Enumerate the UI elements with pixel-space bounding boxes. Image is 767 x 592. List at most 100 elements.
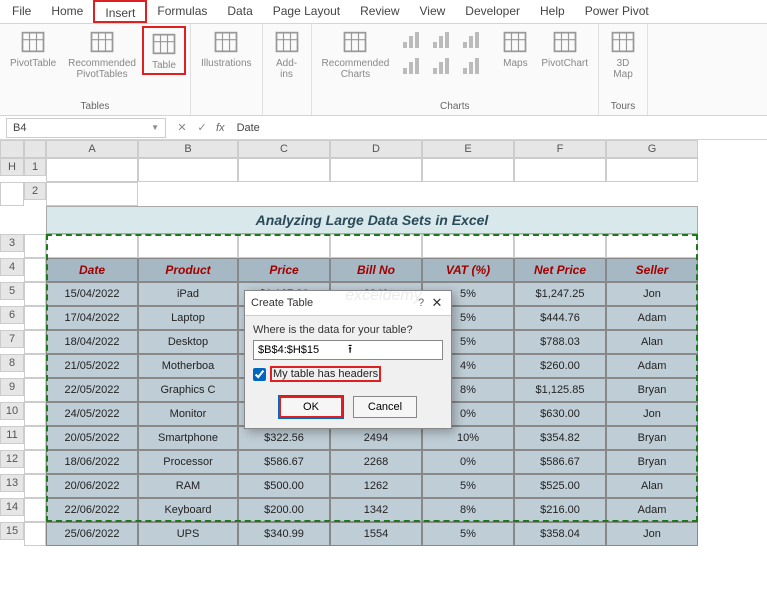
headers-checkbox[interactable]: [253, 368, 266, 381]
table-cell[interactable]: $788.03: [514, 330, 606, 354]
tab-help[interactable]: Help: [530, 0, 575, 23]
table-cell[interactable]: $322.56: [238, 426, 330, 450]
ok-button[interactable]: OK: [279, 396, 343, 418]
help-icon[interactable]: ?: [413, 297, 429, 309]
table-cell[interactable]: $586.67: [238, 450, 330, 474]
table-cell[interactable]: Jon: [606, 282, 698, 306]
ribbon-recommended-charts[interactable]: RecommendedCharts: [316, 26, 396, 82]
table-cell[interactable]: 20/06/2022: [46, 474, 138, 498]
table-cell[interactable]: 2494: [330, 426, 422, 450]
table-cell[interactable]: 20/05/2022: [46, 426, 138, 450]
table-cell[interactable]: Jon: [606, 522, 698, 546]
col-header[interactable]: H: [0, 158, 24, 176]
table-cell[interactable]: 22/06/2022: [46, 498, 138, 522]
table-cell[interactable]: Bryan: [606, 450, 698, 474]
table-cell[interactable]: 22/05/2022: [46, 378, 138, 402]
table-cell[interactable]: $216.00: [514, 498, 606, 522]
tab-view[interactable]: View: [410, 0, 456, 23]
table-header[interactable]: Seller: [606, 258, 698, 282]
ribbon-table[interactable]: Table: [142, 26, 186, 75]
col-header[interactable]: G: [606, 140, 698, 158]
col-header[interactable]: B: [138, 140, 238, 158]
table-cell[interactable]: 5%: [422, 522, 514, 546]
ribbon-illustrations[interactable]: Illustrations: [195, 26, 258, 71]
table-cell[interactable]: Alan: [606, 474, 698, 498]
ribbon-chart-types[interactable]: [395, 26, 495, 80]
table-header[interactable]: VAT (%): [422, 258, 514, 282]
tab-review[interactable]: Review: [350, 0, 409, 23]
table-cell[interactable]: Monitor: [138, 402, 238, 426]
table-cell[interactable]: 8%: [422, 498, 514, 522]
tab-file[interactable]: File: [2, 0, 41, 23]
table-cell[interactable]: Adam: [606, 354, 698, 378]
table-cell[interactable]: $200.00: [238, 498, 330, 522]
table-cell[interactable]: Alan: [606, 330, 698, 354]
ribbon-3dmap[interactable]: 3DMap: [603, 26, 643, 82]
table-cell[interactable]: Desktop: [138, 330, 238, 354]
tab-home[interactable]: Home: [41, 0, 93, 23]
chevron-down-icon[interactable]: ▼: [151, 123, 159, 132]
table-header[interactable]: Product: [138, 258, 238, 282]
accept-formula-icon[interactable]: ✓: [192, 121, 212, 134]
table-cell[interactable]: 1554: [330, 522, 422, 546]
table-cell[interactable]: Bryan: [606, 378, 698, 402]
col-header[interactable]: F: [514, 140, 606, 158]
table-cell[interactable]: Smartphone: [138, 426, 238, 450]
table-cell[interactable]: $444.76: [514, 306, 606, 330]
table-cell[interactable]: $260.00: [514, 354, 606, 378]
table-cell[interactable]: 15/04/2022: [46, 282, 138, 306]
ribbon-recommended-pivot[interactable]: RecommendedPivotTables: [62, 26, 142, 82]
table-cell[interactable]: 2268: [330, 450, 422, 474]
table-cell[interactable]: UPS: [138, 522, 238, 546]
table-cell[interactable]: $1,125.85: [514, 378, 606, 402]
table-cell[interactable]: 18/06/2022: [46, 450, 138, 474]
table-cell[interactable]: 1342: [330, 498, 422, 522]
table-cell[interactable]: Graphics C: [138, 378, 238, 402]
ribbon-pivotchart[interactable]: PivotChart: [535, 26, 594, 71]
range-input[interactable]: $B$4:$H$15 ⭱: [253, 340, 443, 360]
table-header[interactable]: Date: [46, 258, 138, 282]
table-cell[interactable]: Keyboard: [138, 498, 238, 522]
table-cell[interactable]: 1262: [330, 474, 422, 498]
dialog-titlebar[interactable]: Create Table ? ✕: [245, 291, 451, 316]
table-cell[interactable]: Motherboa: [138, 354, 238, 378]
table-cell[interactable]: $586.67: [514, 450, 606, 474]
table-cell[interactable]: Bryan: [606, 426, 698, 450]
range-picker-icon[interactable]: ⭱: [348, 340, 438, 361]
table-cell[interactable]: RAM: [138, 474, 238, 498]
table-cell[interactable]: Processor: [138, 450, 238, 474]
tab-data[interactable]: Data: [217, 0, 262, 23]
tab-power-pivot[interactable]: Power Pivot: [575, 0, 659, 23]
table-cell[interactable]: Adam: [606, 498, 698, 522]
tab-page-layout[interactable]: Page Layout: [263, 0, 350, 23]
table-cell[interactable]: $500.00: [238, 474, 330, 498]
table-cell[interactable]: 17/04/2022: [46, 306, 138, 330]
tab-insert[interactable]: Insert: [93, 0, 147, 23]
tab-developer[interactable]: Developer: [455, 0, 530, 23]
table-cell[interactable]: 24/05/2022: [46, 402, 138, 426]
table-cell[interactable]: $340.99: [238, 522, 330, 546]
close-icon[interactable]: ✕: [429, 295, 445, 311]
cancel-formula-icon[interactable]: ✕: [172, 121, 192, 134]
table-header[interactable]: Net Price: [514, 258, 606, 282]
table-cell[interactable]: $1,247.25: [514, 282, 606, 306]
table-cell[interactable]: $358.04: [514, 522, 606, 546]
table-cell[interactable]: $525.00: [514, 474, 606, 498]
fx-icon[interactable]: fx: [212, 122, 229, 134]
table-cell[interactable]: 10%: [422, 426, 514, 450]
table-header[interactable]: Bill No: [330, 258, 422, 282]
table-header[interactable]: Price: [238, 258, 330, 282]
tab-formulas[interactable]: Formulas: [147, 0, 217, 23]
table-cell[interactable]: Adam: [606, 306, 698, 330]
table-cell[interactable]: Laptop: [138, 306, 238, 330]
table-cell[interactable]: 0%: [422, 450, 514, 474]
cancel-button[interactable]: Cancel: [353, 396, 417, 418]
col-header[interactable]: C: [238, 140, 330, 158]
col-header[interactable]: E: [422, 140, 514, 158]
ribbon-maps[interactable]: Maps: [495, 26, 535, 71]
table-cell[interactable]: 25/06/2022: [46, 522, 138, 546]
table-cell[interactable]: $354.82: [514, 426, 606, 450]
table-cell[interactable]: 18/04/2022: [46, 330, 138, 354]
ribbon-pivottable[interactable]: PivotTable: [4, 26, 62, 71]
table-cell[interactable]: 21/05/2022: [46, 354, 138, 378]
